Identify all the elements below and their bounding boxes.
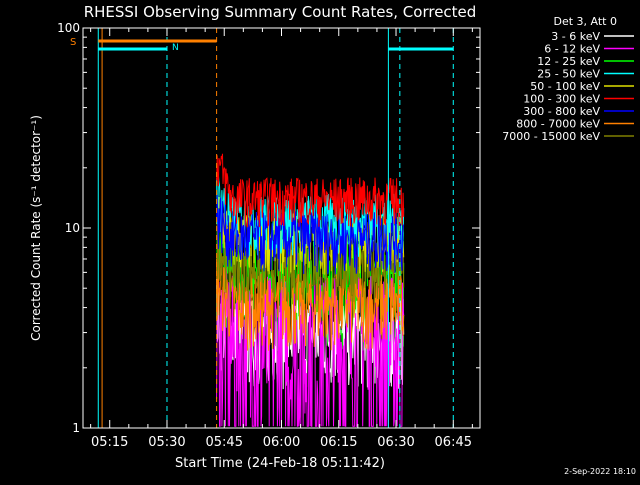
legend-entry-label: 7000 - 15000 keV: [502, 130, 600, 143]
legend-entry-label: 25 - 50 keV: [537, 68, 600, 81]
night-flag-label: N: [172, 43, 179, 53]
legend-entry-label: 100 - 300 keV: [523, 93, 600, 106]
axis-layer: 1 10 100 05:15 05:30 05:45 06:00 06:15 06:30 06:4…: [57, 21, 480, 450]
x-tick-label: 06:45: [435, 435, 472, 450]
saa-flag-label: S: [70, 37, 76, 48]
x-tick-label: 05:45: [206, 435, 243, 450]
x-tick-label: 06:30: [377, 435, 414, 450]
y-axis-label: Corrected Count Rate (s⁻¹ detector⁻¹): [29, 115, 43, 341]
series-line: [216, 153, 405, 228]
legend-entry-label: 50 - 100 keV: [530, 80, 600, 93]
y-tick-label: 100: [57, 21, 80, 35]
x-tick-label: 05:15: [91, 435, 128, 450]
legend-entry-label: 300 - 800 keV: [523, 105, 600, 118]
chart-title: RHESSI Observing Summary Count Rates, Co…: [84, 3, 477, 21]
x-axis-label: Start Time (24-Feb-18 05:11:42): [175, 456, 385, 471]
x-tick-label: 06:00: [263, 435, 300, 450]
y-tick-label: 1: [72, 421, 80, 435]
legend-title: Det 3, Att 0: [554, 15, 618, 28]
data-layer: [216, 153, 405, 427]
legend-entry-label: 3 - 6 keV: [551, 30, 600, 43]
legend-entry-label: 800 - 7000 keV: [516, 118, 600, 131]
legend-entry-label: 6 - 12 keV: [544, 43, 600, 56]
legend-entry-label: 12 - 25 keV: [537, 55, 600, 68]
series-line: [216, 194, 405, 275]
x-tick-label: 06:15: [320, 435, 357, 450]
footer-date: 2-Sep-2022 18:10: [564, 467, 636, 476]
series-line: [216, 258, 405, 351]
y-tick-label: 10: [65, 221, 80, 235]
x-tick-label: 05:30: [148, 435, 185, 450]
